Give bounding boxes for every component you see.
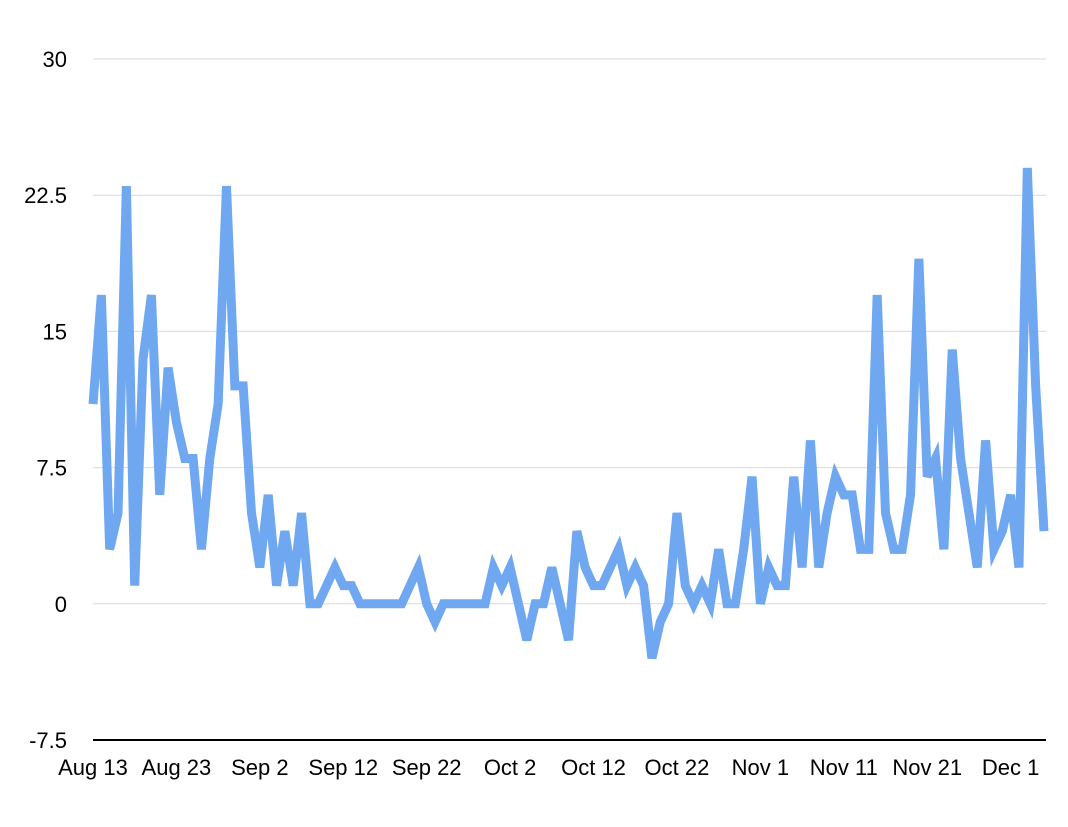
x-tick-label: Aug 23 — [142, 755, 212, 780]
x-tick-label: Oct 2 — [484, 755, 537, 780]
y-tick-label: 15 — [43, 319, 67, 344]
x-tick-label: Sep 22 — [392, 755, 462, 780]
y-tick-label: 22.5 — [24, 183, 67, 208]
y-axis-tick-labels: -7.5 0 7.5 15 22.5 30 — [24, 47, 67, 753]
x-tick-label: Nov 21 — [892, 755, 962, 780]
series-layer — [88, 167, 1049, 660]
y-tick-label: 30 — [43, 47, 67, 72]
x-tick-label: Nov 11 — [810, 755, 878, 780]
y-tick-label: 7.5 — [36, 456, 67, 481]
x-tick-label: Aug 13 — [58, 755, 128, 780]
y-tick-label: -7.5 — [29, 728, 67, 753]
x-tick-label: Nov 1 — [732, 755, 789, 780]
x-tick-label: Dec 1 — [982, 755, 1039, 780]
y-tick-label: 0 — [55, 592, 67, 617]
x-axis-tick-labels: Aug 13 Aug 23 Sep 2 Sep 12 Sep 22 Oct 2 Oct 12… — [58, 755, 1039, 780]
x-tick-label: Sep 2 — [231, 755, 289, 780]
x-tick-label: Sep 12 — [308, 755, 378, 780]
series-line — [88, 167, 1049, 660]
x-tick-label: Oct 12 — [561, 755, 626, 780]
x-tick-label: Oct 22 — [645, 755, 710, 780]
